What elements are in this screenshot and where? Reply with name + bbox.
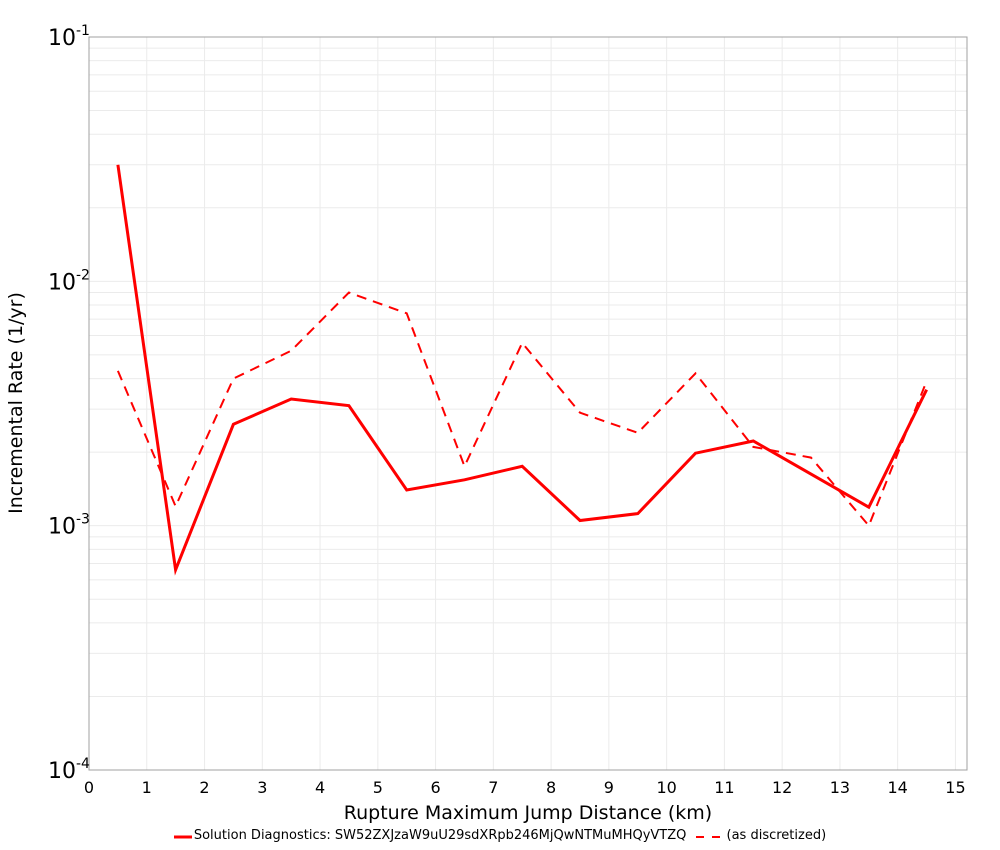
x-tick-label: 6 [430,778,440,797]
x-axis-ticks: 0 1 2 3 4 5 6 7 8 9 10 11 12 13 14 15 [84,778,966,797]
x-tick-label: 8 [546,778,556,797]
svg-text:-2: -2 [76,267,90,283]
legend-item-solution: Solution Diagnostics: SW52ZXJzaW9uU29sdX… [173,828,687,843]
svg-text:10: 10 [48,26,76,51]
x-tick-label: 14 [888,778,908,797]
x-tick-label: 5 [373,778,383,797]
x-tick-label: 11 [714,778,734,797]
legend-label-solution: Solution Diagnostics: SW52ZXJzaW9uU29sdX… [193,828,687,843]
legend-item-discretized: (as discretized) [695,828,827,843]
y-tick-label: 10 -1 [48,23,90,51]
x-tick-label: 1 [142,778,152,797]
y-axis-ticks: 10-110-210-310-4 [48,23,90,784]
x-tick-label: 3 [257,778,267,797]
dashed-line-swatch-icon [695,831,725,841]
y-tick-label: 10 -4 [48,756,90,784]
x-tick-label: 9 [604,778,614,797]
plot-frame [88,36,968,771]
x-tick-label: 10 [656,778,676,797]
y-axis-title: Incremental Rate (1/yr) [5,292,27,514]
x-tick-label: 0 [84,778,94,797]
x-tick-label: 15 [945,778,965,797]
x-axis-title: Rupture Maximum Jump Distance (km) [344,802,712,824]
x-tick-label: 2 [199,778,209,797]
svg-text:-3: -3 [76,512,90,528]
svg-text:10: 10 [48,759,76,784]
x-tick-label: 12 [772,778,792,797]
x-tick-label: 4 [315,778,325,797]
x-tick-label: 7 [488,778,498,797]
svg-text:10: 10 [48,515,76,540]
svg-text:10: 10 [48,270,76,295]
svg-text:-4: -4 [76,756,90,772]
solid-line-swatch-icon [173,831,192,841]
grid-lines [89,37,967,770]
legend-label-discretized: (as discretized) [726,828,827,843]
y-tick-label: 10 -3 [48,512,90,540]
legend: Solution Diagnostics: SW52ZXJzaW9uU29sdX… [0,828,1000,846]
series-layer [116,164,928,576]
x-tick-label: 13 [830,778,850,797]
series-line-discretized [116,291,928,528]
y-tick-label: 10 -2 [48,267,90,295]
svg-text:-1: -1 [76,23,90,39]
series-line-solution [116,164,928,576]
